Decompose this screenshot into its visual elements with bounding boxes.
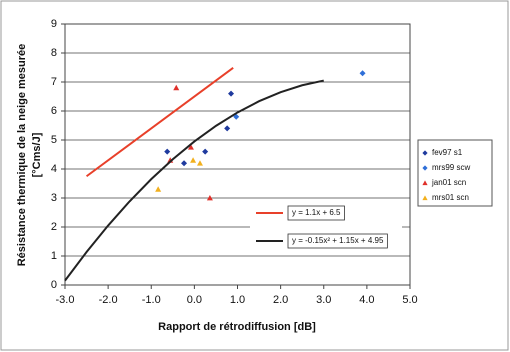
point [187,144,194,150]
x-axis-title: Rapport de rétrodiffusion [dB] [158,321,316,333]
legend-label: fev97 s1 [432,148,463,157]
x-tick-label: 4.0 [359,294,374,306]
point [173,84,180,91]
point [202,148,209,155]
point [206,195,213,201]
point [228,90,235,97]
x-tick-label: -3.0 [56,294,75,306]
x-tick-label: 1.0 [230,294,245,306]
legend-label-box [287,233,388,249]
legend-marker [422,180,428,186]
legend-marker [422,165,428,171]
plot-border [64,23,411,286]
trend-line [85,66,234,178]
x-tick-label: 2.0 [273,294,288,306]
trend-line [64,79,324,282]
y-tick-label: 1 [51,250,57,262]
y-tick-label: 5 [51,134,57,146]
point [164,148,171,155]
point [224,125,231,132]
y-tick-label: 0 [51,279,57,291]
legend-marker [422,195,428,201]
legend-label: mrs99 scw [432,163,470,172]
y-tick-label: 9 [51,18,57,30]
legend-label: jan01 scn [431,178,466,187]
x-tick-label: 5.0 [402,294,417,306]
y-tick-label: 2 [51,221,57,233]
x-tick-label: -2.0 [99,294,118,306]
x-tick-label: 3.0 [316,294,331,306]
x-tick-label: -1.0 [142,294,161,306]
point [181,160,188,167]
x-tick-label: 0.0 [187,294,202,306]
point [359,70,366,77]
y-tick-label: 4 [51,163,57,175]
legend-label: y = -0.15x² + 1.15x + 4.95 [292,236,384,245]
point [155,186,162,192]
line-legend-box [250,203,402,253]
legend-label: y = 1.1x + 6.5 [292,208,341,217]
y-tick-label: 3 [51,192,57,204]
y-axis-title: Résistance thermique de la neige mesurée [16,44,28,267]
legend-label-box [287,205,345,221]
point [196,160,203,166]
y-tick-label: 6 [51,105,57,117]
legend-marker [422,150,428,156]
legend-box [417,139,493,207]
point [190,157,197,163]
y-tick-label: 8 [51,47,57,59]
y-tick-label: 7 [51,76,57,88]
legend-label: mrs01 scn [432,193,469,202]
y-axis-title: [°Cms/J] [31,132,43,177]
